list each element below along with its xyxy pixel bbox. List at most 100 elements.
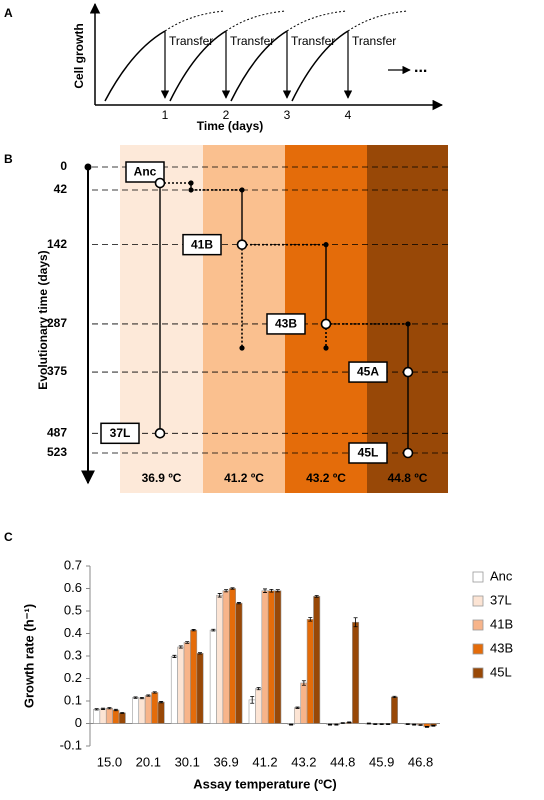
growth-curve (104, 30, 166, 102)
legend-swatch (472, 619, 484, 631)
axis-title: Cell growth (72, 23, 86, 88)
y-tick-label: 0.7 (64, 557, 82, 572)
x-tick-label: 30.1 (175, 754, 200, 769)
transfer-label: Transfer (169, 34, 213, 48)
y-tick-label: 523 (47, 445, 67, 459)
bar (118, 712, 126, 724)
bar (132, 697, 140, 724)
error-bar (424, 726, 429, 728)
bar (313, 596, 321, 724)
legend-swatch (472, 571, 484, 583)
legend-label: 43B (490, 640, 513, 655)
error-bar (366, 722, 371, 725)
node-box (100, 422, 140, 445)
error-bar (107, 707, 112, 710)
lineage-end (323, 345, 329, 351)
transfer-label: Transfer (291, 34, 335, 48)
legend-label: 37L (490, 592, 512, 607)
regime-label: 44.8 ºC (388, 471, 428, 485)
legend-swatch (472, 667, 484, 679)
bar (222, 590, 230, 724)
error-bar (269, 589, 274, 593)
bar (306, 619, 314, 724)
y-tick-label: 0.1 (64, 692, 82, 707)
growth-extension (347, 10, 409, 32)
panel-b: 36.9 ºC 41.2 ºC 43.2 ºC 44.8 ºC 0 42 142 287 375… (36, 145, 448, 493)
axis-title: Time (days) (197, 119, 263, 133)
growth-curve (230, 30, 288, 102)
node-label: 37L (110, 426, 131, 440)
bar (196, 652, 204, 724)
bar (390, 696, 398, 724)
bar (216, 594, 224, 724)
node-box (266, 313, 306, 335)
error-bar (412, 723, 417, 726)
bar (209, 629, 217, 724)
error-bar (431, 724, 436, 727)
y-tick-label: 0 (60, 159, 67, 173)
continuation: ... (414, 59, 427, 76)
error-bar (405, 723, 410, 726)
growth-curve (169, 30, 227, 102)
error-bar (340, 722, 345, 724)
error-bar (94, 708, 99, 711)
x-tick-label: 36.9 (213, 754, 238, 769)
error-bar (353, 617, 358, 628)
error-bar (211, 628, 216, 632)
panel-c: -0.1 0 0.1 0.2 0.3 0.4 0.5 0.6 0.7 Growth rate (h… (21, 557, 513, 791)
bar (93, 709, 101, 724)
error-bar (159, 701, 164, 704)
error-bar (172, 654, 177, 658)
y-tick-label: 0.6 (64, 580, 82, 595)
node-box (348, 361, 388, 383)
bar (177, 646, 185, 724)
y-tick-label: 287 (47, 316, 67, 330)
error-bar (327, 723, 332, 726)
node-label: 41B (191, 237, 213, 251)
y-tick-label: -0.1 (60, 737, 82, 752)
node-box (348, 442, 388, 464)
legend-swatch (472, 643, 484, 655)
error-bar (256, 687, 261, 691)
legend-label: 41B (490, 616, 513, 631)
node-label: Anc (134, 165, 157, 179)
node (236, 239, 248, 250)
node-label: 45A (357, 365, 379, 379)
bar (190, 629, 198, 724)
panel-label: A (4, 6, 13, 20)
bar (255, 688, 263, 724)
growth-extension (225, 10, 287, 32)
y-tick-label: 0.4 (64, 625, 82, 640)
error-bar (113, 708, 118, 712)
error-bar (301, 680, 306, 686)
error-bar (185, 641, 190, 644)
axis-title: Assay temperature (ºC) (193, 776, 336, 791)
error-bar (295, 706, 300, 709)
legend-label: Anc (490, 568, 513, 583)
node-label: 43B (275, 317, 297, 331)
y-tick-label: 0.5 (64, 602, 82, 617)
error-bar (224, 589, 229, 593)
bar (105, 707, 113, 724)
error-bar (178, 645, 183, 649)
growth-extension (286, 10, 348, 32)
error-bar (198, 652, 203, 655)
node (320, 318, 332, 330)
error-bar (139, 697, 144, 700)
bar (99, 708, 107, 724)
bar (170, 656, 178, 724)
bar (144, 695, 152, 724)
y-tick-label: 0.2 (64, 670, 82, 685)
bar (300, 682, 308, 724)
node-label: 45L (358, 446, 379, 460)
node (154, 177, 166, 189)
error-bar (217, 593, 222, 598)
bar (235, 602, 243, 724)
bar (274, 590, 282, 724)
error-bar (230, 587, 235, 590)
error-bar (373, 723, 378, 726)
x-tick-label: 46.8 (408, 754, 433, 769)
bar (157, 701, 165, 724)
bar (138, 697, 146, 724)
